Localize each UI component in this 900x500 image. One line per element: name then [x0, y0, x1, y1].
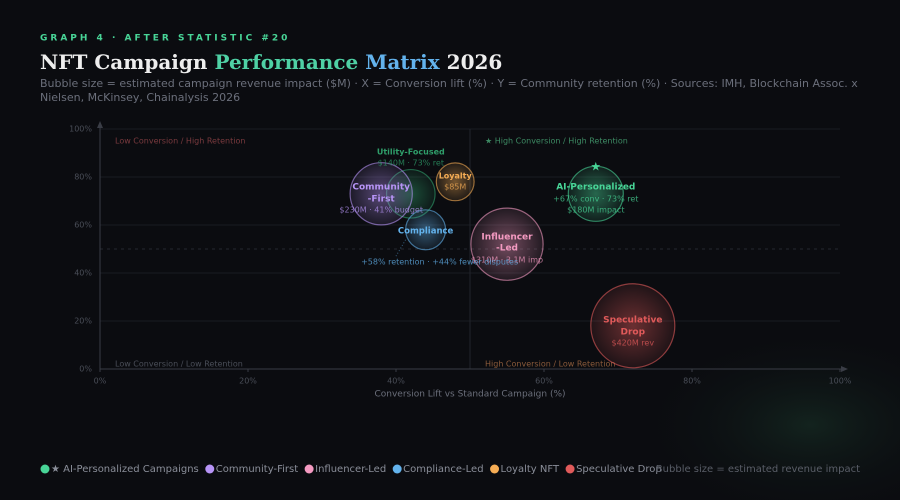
- subtitle-box: Bubble size = estimated campaign revenue…: [40, 77, 858, 104]
- quadrant-label: Low Conversion / Low Retention: [115, 360, 243, 369]
- bubble-label: $140M · 73% ret: [378, 158, 444, 167]
- y-tick-label: 100%: [69, 125, 92, 134]
- bubble-label: $230M · 41% budget: [339, 205, 423, 214]
- bubble-label: -First: [368, 194, 396, 204]
- x-tick-label: 60%: [535, 377, 553, 386]
- x-tick-label: 40%: [387, 377, 405, 386]
- bubble-label: AI-Personalized: [556, 182, 635, 192]
- x-arrow: [841, 366, 848, 372]
- legend-label: Influencer-Led: [315, 464, 386, 475]
- legend-label: Speculative Drop: [576, 464, 662, 475]
- bubble-label: Utility-Focused: [377, 147, 445, 156]
- y-tick-label: 80%: [74, 173, 92, 182]
- bubble-label: +58% retention · +44% fewer disputes: [361, 257, 518, 266]
- quadrant-label: Low Conversion / High Retention: [115, 137, 245, 146]
- bubble-label: +67% conv · 73% ret: [553, 194, 638, 203]
- y-tick-label: 40%: [74, 269, 92, 278]
- bubble-label: $180M impact: [567, 205, 624, 214]
- y-tick-label: 60%: [74, 221, 92, 230]
- title-part: Performance: [214, 50, 358, 74]
- bubble-label: Loyalty: [439, 171, 473, 180]
- subtitle: Bubble size = estimated campaign revenue…: [40, 77, 858, 104]
- title-part: 2026: [447, 50, 503, 74]
- legend-label: Community-First: [216, 464, 298, 475]
- bubble-label: $420M rev: [612, 338, 655, 347]
- x-axis-label: Conversion Lift vs Standard Campaign (%): [374, 390, 565, 400]
- quadrant-label: High Conversion / Low Retention: [485, 360, 615, 369]
- bubble-label: $310M · 3.1M imp: [471, 256, 543, 265]
- legend-swatch: [205, 464, 215, 474]
- legend-label: Compliance-Led: [403, 464, 483, 475]
- y-arrow: [97, 121, 103, 128]
- legend-note: Bubble size = estimated revenue impact: [656, 464, 860, 475]
- bubble-label: $85M: [444, 182, 466, 191]
- x-tick-label: 100%: [829, 377, 852, 386]
- legend-swatch: [392, 464, 402, 474]
- annotation-leader: [395, 239, 407, 258]
- y-tick-label: 0%: [79, 365, 92, 374]
- bubble: [405, 209, 447, 251]
- quadrant-label: ★ High Conversion / High Retention: [485, 137, 628, 146]
- bubble-label: Community: [352, 182, 410, 192]
- legend-swatch: [490, 464, 500, 474]
- y-tick-label: 20%: [74, 317, 92, 326]
- legend-label: ★ AI-Personalized Campaigns: [51, 464, 199, 475]
- legend-label: Loyalty NFT: [501, 464, 560, 475]
- bubble: [590, 283, 676, 369]
- bubble: [435, 162, 475, 202]
- bubble-label: -Led: [496, 244, 518, 254]
- x-tick-label: 80%: [683, 377, 701, 386]
- x-tick-label: 0%: [94, 377, 107, 386]
- legend-swatch: [40, 464, 50, 474]
- bubble-label: Influencer: [481, 233, 533, 243]
- bubble: [567, 165, 624, 222]
- title-part: NFT Campaign: [40, 50, 208, 74]
- bubble-label: Drop: [621, 327, 646, 337]
- bubble-label: ★: [590, 159, 601, 173]
- chart-title: NFT Campaign Performance Matrix 2026: [40, 50, 502, 74]
- legend-swatch: [304, 464, 314, 474]
- bubble-label: Compliance: [398, 226, 454, 236]
- title-part: Matrix: [365, 50, 440, 74]
- kicker: GRAPH 4 · AFTER STATISTIC #20: [40, 34, 290, 44]
- bubble: [349, 162, 413, 226]
- legend-swatch: [565, 464, 575, 474]
- x-tick-label: 20%: [239, 377, 257, 386]
- bubble: [470, 207, 544, 281]
- bubble-label: Speculative: [603, 315, 662, 325]
